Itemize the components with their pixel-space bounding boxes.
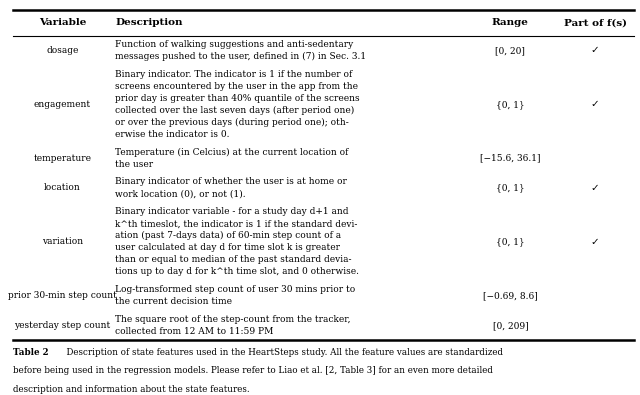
Text: ✓: ✓ — [591, 237, 600, 247]
Text: tions up to day d for k^th time slot, and 0 otherwise.: tions up to day d for k^th time slot, an… — [115, 267, 359, 276]
Text: screens encountered by the user in the app from the: screens encountered by the user in the a… — [115, 82, 358, 91]
Text: collected from 12 AM to 11:59 PM: collected from 12 AM to 11:59 PM — [115, 327, 273, 336]
Text: engagement: engagement — [34, 100, 91, 109]
Text: erwise the indicator is 0.: erwise the indicator is 0. — [115, 130, 230, 139]
Text: Table 2: Table 2 — [13, 348, 49, 357]
Text: ✓: ✓ — [591, 45, 600, 55]
Text: collected over the last seven days (after period one): collected over the last seven days (afte… — [115, 106, 355, 115]
Text: [0, 209]: [0, 209] — [493, 321, 528, 330]
Text: variation: variation — [42, 237, 83, 246]
Text: Variable: Variable — [38, 18, 86, 27]
Text: [−15.6, 36.1]: [−15.6, 36.1] — [480, 154, 541, 163]
Text: Temperature (in Celcius) at the current location of: Temperature (in Celcius) at the current … — [115, 148, 349, 157]
Text: {0, 1}: {0, 1} — [496, 183, 525, 192]
Text: Binary indicator. The indicator is 1 if the number of: Binary indicator. The indicator is 1 if … — [115, 70, 353, 79]
Text: messages pushed to the user, defined in (7) in Sec. 3.1: messages pushed to the user, defined in … — [115, 52, 366, 61]
Text: Range: Range — [492, 18, 529, 27]
Text: description and information about the state features.: description and information about the st… — [13, 386, 250, 395]
Text: Binary indicator of whether the user is at home or: Binary indicator of whether the user is … — [115, 177, 347, 186]
Text: k^th timeslot, the indicator is 1 if the standard devi-: k^th timeslot, the indicator is 1 if the… — [115, 219, 358, 228]
Text: location: location — [44, 183, 81, 192]
Text: Description: Description — [115, 18, 182, 27]
Text: temperature: temperature — [33, 154, 92, 163]
Text: prior day is greater than 40% quantile of the screens: prior day is greater than 40% quantile o… — [115, 94, 360, 103]
Text: ation (past 7-days data) of 60-min step count of a: ation (past 7-days data) of 60-min step … — [115, 231, 341, 241]
Text: Part of f(s): Part of f(s) — [564, 18, 627, 27]
Text: the current decision time: the current decision time — [115, 297, 232, 306]
Text: prior 30-min step count: prior 30-min step count — [8, 291, 117, 300]
Text: Binary indicator variable - for a study day d+1 and: Binary indicator variable - for a study … — [115, 207, 349, 216]
Text: [−0.69, 8.6]: [−0.69, 8.6] — [483, 291, 538, 300]
Text: user calculated at day d for time slot k is greater: user calculated at day d for time slot k… — [115, 243, 340, 252]
Text: ✓: ✓ — [591, 183, 600, 193]
Text: or over the previous days (during period one); oth-: or over the previous days (during period… — [115, 118, 349, 127]
Text: than or equal to median of the past standard devia-: than or equal to median of the past stan… — [115, 255, 352, 264]
Text: ✓: ✓ — [591, 99, 600, 109]
Text: {0, 1}: {0, 1} — [496, 237, 525, 246]
Text: Description of state features used in the HeartSteps study. All the feature valu: Description of state features used in th… — [61, 348, 503, 357]
Text: the user: the user — [115, 160, 154, 169]
Text: work location (0), or not (1).: work location (0), or not (1). — [115, 190, 246, 198]
Text: {0, 1}: {0, 1} — [496, 100, 525, 109]
Text: Log-transformed step count of user 30 mins prior to: Log-transformed step count of user 30 mi… — [115, 285, 355, 294]
Text: The square root of the step-count from the tracker,: The square root of the step-count from t… — [115, 315, 351, 324]
Text: dosage: dosage — [46, 46, 79, 55]
Text: yesterday step count: yesterday step count — [14, 321, 111, 330]
Text: Function of walking suggestions and anti-sedentary: Function of walking suggestions and anti… — [115, 40, 353, 49]
Text: before being used in the regression models. Please refer to Liao et al. [2, Tabl: before being used in the regression mode… — [13, 367, 493, 376]
Text: [0, 20]: [0, 20] — [495, 46, 525, 55]
